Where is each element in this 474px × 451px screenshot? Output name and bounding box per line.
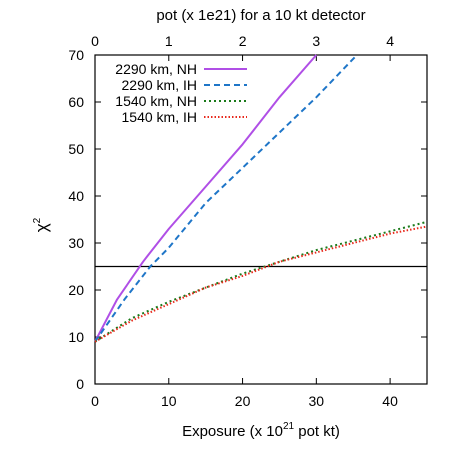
x-axis-title-suffix: pot kt) — [294, 423, 340, 440]
x-axis-title-superscript: 21 — [283, 421, 295, 432]
series-line-4 — [94, 225, 428, 343]
x2-tick-label: 2 — [239, 33, 247, 49]
x-tick-labels: 0 10 20 30 40 — [91, 393, 398, 409]
y-tick-label: 40 — [68, 188, 84, 204]
x2-axis-title: pot (x 1e21) for a 10 kt detector — [156, 7, 365, 24]
y-tick-label: 60 — [68, 94, 84, 110]
legend-label-1540-ih: 1540 km, IH — [122, 109, 197, 125]
legend-label-1540-nh: 1540 km, NH — [115, 93, 197, 109]
series-line-2 — [94, 54, 358, 343]
y-tick-label: 70 — [68, 47, 84, 63]
plot-area — [94, 54, 428, 385]
x-tick-label: 20 — [235, 393, 251, 409]
x2-tick-label: 1 — [165, 33, 173, 49]
y-tick-labels: 0 10 20 30 40 50 60 70 — [68, 47, 84, 392]
y-axis-title: χ2 — [32, 217, 51, 232]
plot-frame — [94, 54, 428, 385]
x-tick-label: 10 — [161, 393, 177, 409]
x2-tick-labels: 0 1 2 3 4 — [91, 33, 394, 49]
y-axis-title-superscript: 2 — [32, 217, 43, 223]
legend: 2290 km, NH 2290 km, IH 1540 km, NH 1540… — [115, 61, 247, 125]
y-tick-label: 30 — [68, 235, 84, 251]
series-line-1 — [94, 54, 318, 343]
y-tick-label: 20 — [68, 282, 84, 298]
x-axis-title-main: Exposure (x 10 — [182, 423, 283, 440]
legend-label-2290-ih: 2290 km, IH — [122, 77, 197, 93]
x-tick-label: 40 — [382, 393, 398, 409]
series-line-3 — [94, 220, 428, 343]
x2-tick-label: 4 — [386, 33, 394, 49]
x-tick-label: 0 — [91, 393, 99, 409]
y-axis-title-main: χ — [32, 223, 51, 232]
x-tick-label: 30 — [309, 393, 325, 409]
y-tick-label: 50 — [68, 141, 84, 157]
y-tick-label: 0 — [76, 376, 84, 392]
x2-tick-label: 0 — [91, 33, 99, 49]
series-layer — [94, 54, 428, 343]
y-tick-label: 10 — [68, 329, 84, 345]
x-axis-title: Exposure (x 1021 pot kt) — [182, 421, 340, 440]
legend-label-2290-nh: 2290 km, NH — [115, 61, 197, 77]
x2-tick-label: 3 — [312, 33, 320, 49]
